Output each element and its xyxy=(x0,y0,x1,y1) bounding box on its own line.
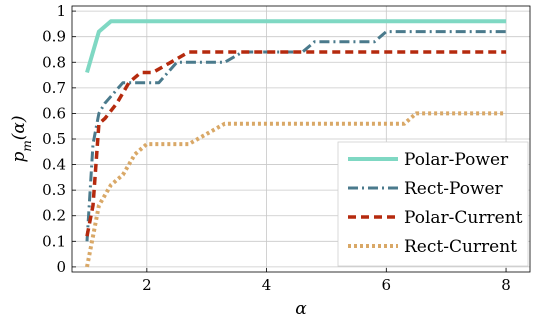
y-tick-label: 0.5 xyxy=(42,130,66,148)
y-tick-label: 0.3 xyxy=(42,181,66,199)
legend-box xyxy=(337,141,529,267)
y-tick-label: 0.6 xyxy=(42,104,66,122)
y-axis-label-text: pm(α) xyxy=(9,115,34,162)
y-tick-label: 0.7 xyxy=(42,79,66,97)
y-tick-label: 0.4 xyxy=(42,156,66,174)
series-line-polar-current xyxy=(85,50,507,237)
y-tick-label: 0.2 xyxy=(42,207,66,225)
grid-lines xyxy=(72,6,530,272)
x-tick-label: 8 xyxy=(501,276,511,294)
axis-ticks: 2 4 6 8 0 0.1 0.2 0.3 0.4 0.5 0.6 0.7 0.8 0.9 1 xyxy=(42,2,511,294)
x-tick-label: 4 xyxy=(262,276,272,294)
x-axis-label: α xyxy=(295,299,307,319)
legend-label: Rect-Current xyxy=(404,237,517,257)
x-tick-label: 6 xyxy=(382,276,392,294)
legend-label: Polar-Power xyxy=(404,150,509,170)
series-lines xyxy=(85,19,507,268)
x-tick-label: 2 xyxy=(142,276,152,294)
series-line-polar-power xyxy=(85,19,507,74)
series-line-rect-power xyxy=(85,30,507,242)
y-tick-label: 0.8 xyxy=(42,53,66,71)
y-tick-label: 1 xyxy=(56,2,66,20)
legend: Polar-Power Rect-Power Polar-Current Rect-C… xyxy=(337,141,529,267)
y-axis-label: pm(α) xyxy=(9,115,34,162)
y-tick-label: 0 xyxy=(56,258,66,276)
legend-label: Rect-Power xyxy=(404,179,504,199)
series-line-rect-current xyxy=(85,111,507,268)
y-tick-label: 0.1 xyxy=(42,232,66,250)
y-tick-label: 0.9 xyxy=(42,28,66,46)
legend-label: Polar-Current xyxy=(404,208,523,228)
